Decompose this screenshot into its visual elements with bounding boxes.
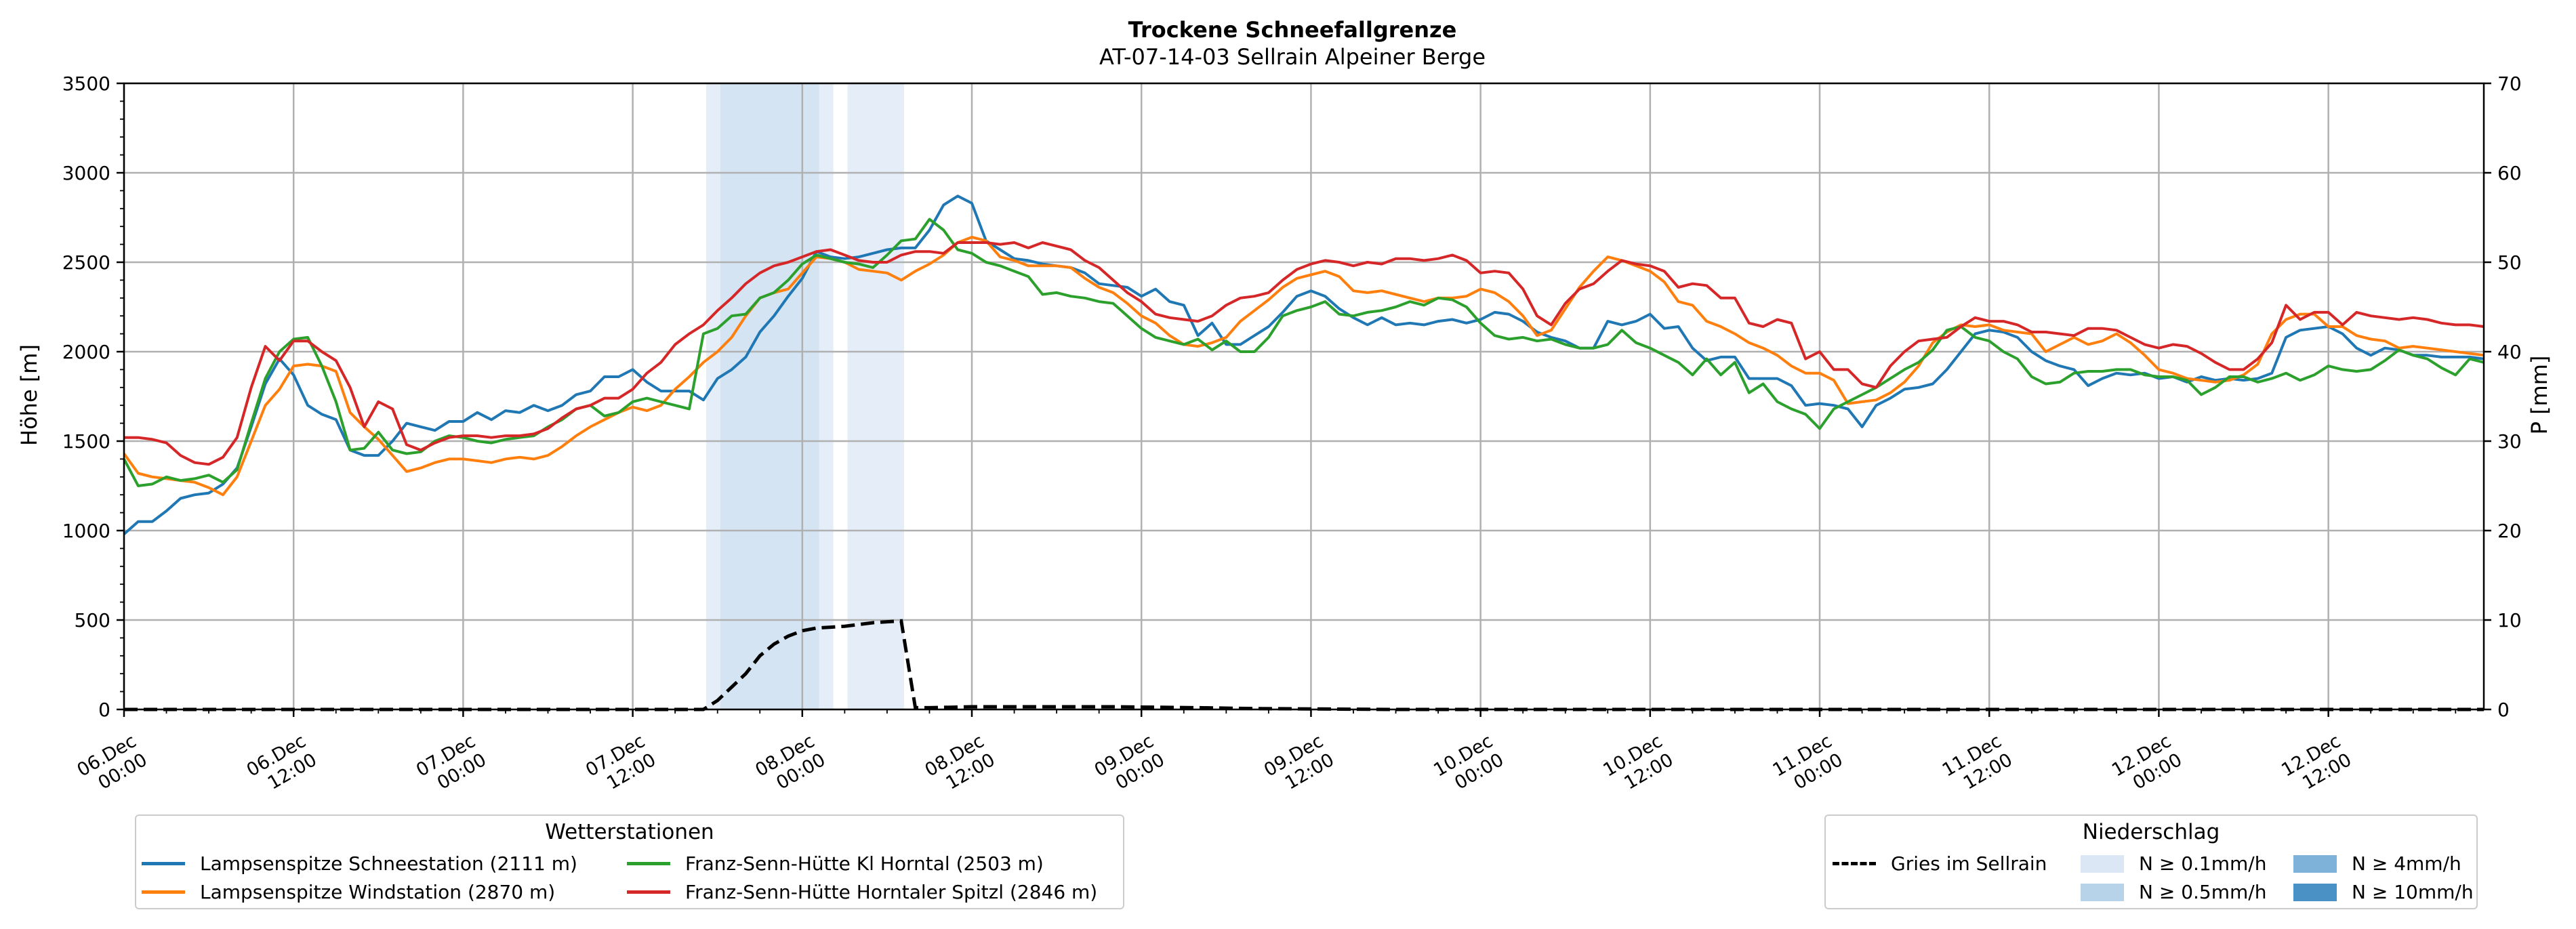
legend-label-n4: N ≥ 4mm/h	[2352, 852, 2461, 875]
y-axis-label: Höhe [m]	[16, 344, 42, 446]
x-tick-label-13: 12.Dec12:00	[2278, 730, 2355, 800]
legend-swatch-n05	[2081, 883, 2124, 901]
legend-label-gries: Gries im Sellrain	[1891, 852, 2047, 875]
legend-label-horntaler-spitzl: Franz-Senn-Hütte Horntaler Spitzl (2846 …	[685, 881, 1098, 903]
y-right-tick-label-1: 10	[2497, 609, 2522, 632]
legend-precipitation: Niederschlag Gries im Sellrain N ≥ 0.1mm…	[1824, 814, 2478, 909]
legend-item-schneestation: Lampsenspitze Schneestation (2111 m)	[142, 852, 577, 875]
legend-stations-title: Wetterstationen	[545, 820, 714, 844]
legend-label-windstation: Lampsenspitze Windstation (2870 m)	[200, 881, 556, 903]
x-tick-label-12: 12.Dec00:00	[2108, 730, 2186, 800]
legend-swatch-n10	[2293, 883, 2337, 901]
y-axis-right-label: P [mm]	[2527, 356, 2552, 435]
y-tick-label-4: 2000	[62, 341, 110, 363]
series-line-0	[123, 194, 2485, 535]
legend-item-horntaler-spitzl: Franz-Senn-Hütte Horntaler Spitzl (2846 …	[627, 881, 1097, 903]
x-tick-label-10: 11.Dec00:00	[1770, 730, 1847, 800]
legend-precipitation-title: Niederschlag	[2082, 820, 2220, 844]
legend-swatch-n01	[2081, 854, 2124, 873]
axes: 0 500 1000 1500 2000 2500 3000 3500 0 10 20 30 40 50 6…	[62, 73, 2522, 800]
y-tick-label-0: 0	[98, 699, 110, 721]
y-right-tick-label-0: 0	[2497, 699, 2510, 721]
grid-lines	[123, 82, 2484, 711]
x-tick-label-0: 06.Dec00:00	[74, 730, 151, 800]
y-right-tick-label-2: 20	[2497, 520, 2522, 542]
precip-band-2	[819, 83, 834, 709]
x-tick-label-4: 08.Dec00:00	[752, 730, 829, 800]
legend-label-n01: N ≥ 0.1mm/h	[2139, 852, 2267, 875]
legend-stations: Wetterstationen Lampsenspitze Schneestat…	[135, 814, 1124, 909]
x-tick-label-2: 07.Dec00:00	[413, 730, 490, 800]
y-right-tick-label-7: 70	[2497, 73, 2522, 95]
legend-item-n10: N ≥ 10mm/h	[2293, 881, 2474, 903]
y-right-tick-label-4: 40	[2497, 341, 2522, 363]
legend-item-n4: N ≥ 4mm/h	[2293, 852, 2461, 875]
legend-item-gries: Gries im Sellrain	[1833, 852, 2047, 875]
y-right-tick-label-3: 30	[2497, 430, 2522, 453]
y-tick-label-7: 3500	[62, 73, 110, 95]
legend-item-n05: N ≥ 0.5mm/h	[2081, 881, 2266, 903]
y-right-tick-label-5: 50	[2497, 251, 2522, 274]
y-tick-label-6: 3000	[62, 162, 110, 184]
chart-subtitle: AT-07-14-03 Sellrain Alpeiner Berge	[1099, 44, 1486, 70]
precip-band-1	[720, 83, 819, 709]
x-tick-label-11: 11.Dec12:00	[1939, 730, 2016, 800]
legend-label-schneestation: Lampsenspitze Schneestation (2111 m)	[200, 852, 577, 875]
plot-frame	[123, 82, 2485, 711]
legend-label-n10: N ≥ 10mm/h	[2352, 881, 2474, 903]
legend-item-kl-horntal: Franz-Senn-Hütte Kl Horntal (2503 m)	[627, 852, 1044, 875]
legend-swatch-orange	[142, 890, 185, 894]
x-tick-label-1: 06.Dec12:00	[243, 730, 321, 800]
x-tick-label-7: 09.Dec12:00	[1261, 730, 1338, 800]
y-tick-label-2: 1000	[62, 520, 110, 542]
legend-label-kl-horntal: Franz-Senn-Hütte Kl Horntal (2503 m)	[685, 852, 1044, 875]
x-tick-label-3: 07.Dec12:00	[582, 730, 659, 800]
x-tick-label-9: 10.Dec12:00	[1599, 730, 1677, 800]
x-tick-label-6: 09.Dec00:00	[1091, 730, 1168, 800]
precip-line	[124, 619, 2484, 711]
precipitation-bands	[706, 83, 904, 709]
legend-swatch-blue	[142, 862, 185, 865]
y-tick-label-1: 500	[75, 609, 110, 632]
precip-band-0	[706, 83, 720, 709]
legend-swatch-green	[627, 862, 670, 865]
series-line-2	[123, 218, 2485, 487]
legend-swatch-red	[627, 890, 670, 894]
y-tick-label-3: 1500	[62, 430, 110, 453]
x-tick-label-8: 10.Dec00:00	[1430, 730, 1507, 800]
legend-item-n01: N ≥ 0.1mm/h	[2081, 852, 2266, 875]
legend-swatch-n4	[2293, 854, 2337, 873]
series-line-3	[124, 241, 2485, 466]
legend-label-n05: N ≥ 0.5mm/h	[2139, 881, 2267, 903]
data-lines	[123, 194, 2485, 711]
y-tick-label-5: 2500	[62, 251, 110, 274]
precip-band-3	[847, 83, 904, 709]
legend-swatch-dashed	[1833, 862, 1876, 865]
chart-title: Trockene Schneefallgrenze	[1128, 17, 1457, 43]
legend-item-windstation: Lampsenspitze Windstation (2870 m)	[142, 881, 555, 903]
series-line-1	[123, 236, 2485, 497]
y-right-tick-label-6: 60	[2497, 162, 2522, 184]
x-tick-label-5: 08.Dec12:00	[922, 730, 999, 800]
